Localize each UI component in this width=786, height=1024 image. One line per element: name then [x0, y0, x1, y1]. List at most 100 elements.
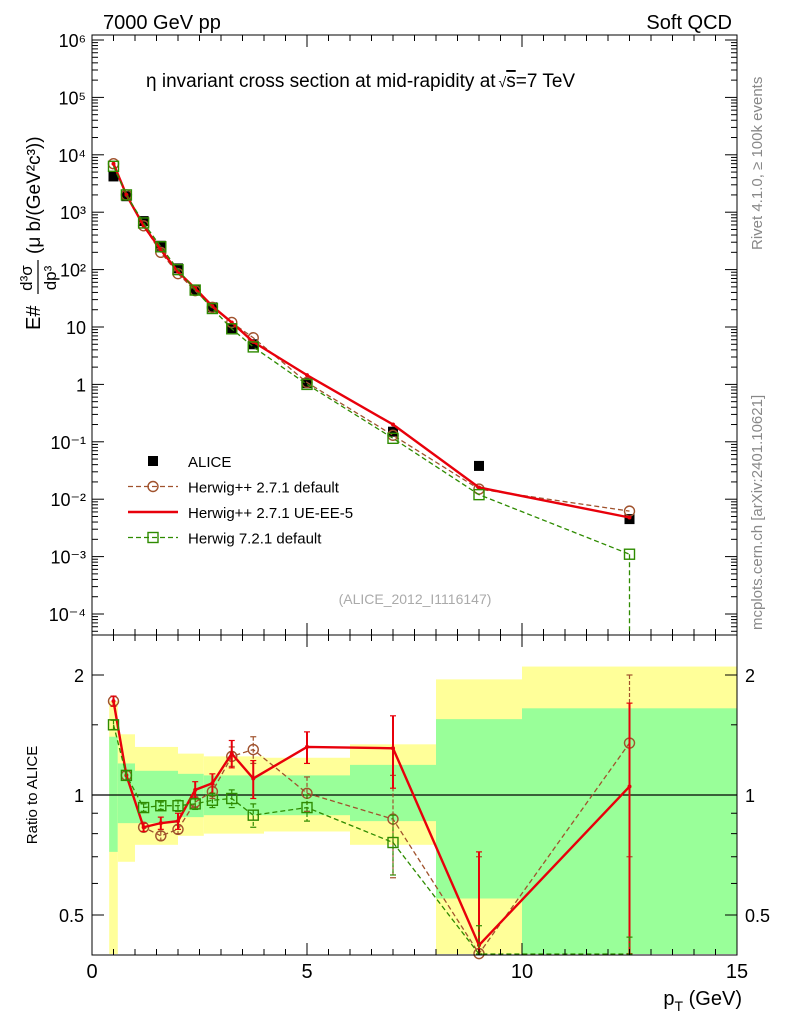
y-label-den: dp³ — [41, 265, 60, 290]
energy-label: 7000 GeV pp — [103, 12, 221, 34]
ratio-series — [107, 674, 636, 960]
ratio-y-tick-label: 1 — [74, 786, 84, 806]
ratio-band-green — [135, 770, 178, 824]
ratio-point — [155, 830, 167, 842]
main-y-tick-label: 10⁵ — [59, 88, 86, 108]
main-line-herwig-7-2-1-default — [112, 166, 630, 555]
ratio-point — [391, 746, 395, 751]
ratio-point — [210, 781, 215, 786]
x-tick-label: 0 — [86, 961, 97, 983]
y-axis-label: E# d³σ dp³ (μ b/(GeV²c³)) — [17, 136, 60, 330]
ratio-panel: 0.5 0.5 1 1 2 2 0 5 10 15 Ratio to ALICE pT (GeV) — [24, 634, 770, 1014]
title-sqrt: √ — [499, 74, 507, 90]
ratio-point — [137, 801, 150, 814]
main-y-tick-label: 10⁻⁴ — [49, 605, 86, 625]
main-series — [107, 157, 636, 635]
main-point — [158, 247, 163, 252]
ratio-point — [627, 784, 632, 789]
ratio-point — [176, 819, 180, 824]
main-point — [301, 378, 313, 391]
main-y-tick-label: 10⁶ — [59, 31, 86, 51]
main-point — [305, 373, 309, 378]
chart-title: η invariant cross section at mid-rapidit… — [146, 71, 575, 92]
title-s: s — [506, 71, 516, 92]
main-y-tick-label: 10³ — [60, 203, 86, 223]
main-y-tick-label: 10⁻³ — [50, 548, 86, 568]
ratio-y-tick-label-right: 2 — [745, 666, 755, 686]
y-label-e: E# — [23, 305, 45, 330]
legend-label: Herwig 7.2.1 default — [188, 531, 322, 548]
ratio-point — [189, 798, 201, 810]
ratio-point — [193, 787, 198, 792]
ratio-point — [120, 769, 133, 782]
title-post: =7 TeV — [516, 71, 576, 92]
x-tick-label: 10 — [511, 961, 533, 983]
ratio-point — [251, 776, 256, 781]
x-tick-label: 5 — [301, 961, 312, 983]
main-y-tick-label: 10 — [66, 318, 86, 338]
main-point — [388, 426, 398, 437]
title-pre: η invariant cross section at mid-rapidit… — [146, 71, 496, 92]
main-point — [623, 548, 636, 560]
main-point — [247, 341, 259, 353]
ratio-point — [301, 801, 313, 814]
ratio-point — [387, 836, 399, 849]
source-label: mcplots.cern.ch [arXiv:2401.10621] — [749, 395, 766, 630]
main-point — [474, 460, 484, 471]
main-point — [248, 339, 259, 350]
ratio-point — [229, 751, 234, 756]
ratio-point — [206, 794, 219, 806]
analysis-watermark: (ALICE_2012_I1116147) — [339, 591, 492, 607]
ratio-y-label: Ratio to ALICE — [24, 746, 41, 844]
ratio-point — [107, 719, 120, 731]
ratio-point — [305, 744, 309, 749]
ratio-point — [247, 743, 259, 756]
main-point — [189, 284, 201, 296]
main-y-ticks: 10⁶ 10⁵ 10⁴ 10³ 10² 10 1 10⁻¹ 10⁻² 10⁻³ 10⁻⁴ — [49, 31, 738, 635]
main-point — [120, 189, 133, 201]
ratio-y-tick-label-right: 1 — [745, 786, 755, 806]
legend-label: ALICE — [188, 454, 231, 471]
legend-marker — [147, 531, 159, 544]
legend-label: Herwig++ 2.7.1 default — [188, 480, 340, 497]
legend-label: Herwig++ 2.7.1 UE-EE-5 — [188, 505, 353, 522]
ratio-ticks: 0.5 0.5 1 1 2 2 0 5 10 15 — [59, 635, 770, 983]
legend-marker — [147, 480, 159, 493]
x-tick-label: 15 — [726, 961, 748, 983]
main-point — [172, 263, 184, 276]
ratio-point — [172, 800, 184, 812]
y-label-num: d³σ — [17, 265, 36, 291]
y-label-unit: (μ b/(GeV²c³)) — [24, 136, 45, 254]
main-point — [391, 422, 395, 427]
ratio-y-tick-label: 2 — [74, 666, 84, 686]
main-point — [473, 488, 485, 501]
ratio-y-tick-label: 0.5 — [59, 906, 84, 926]
rivet-version-label: Rivet 4.1.0, ≥ 100k events — [749, 77, 766, 250]
ratio-point — [158, 821, 163, 826]
main-y-tick-label: 1 — [76, 375, 86, 395]
main-point — [111, 161, 116, 166]
main-point — [137, 217, 150, 229]
main-panel: 10⁶ 10⁵ 10⁴ 10³ 10² 10 1 10⁻¹ 10⁻² 10⁻³ 10⁻⁴ η inv… — [17, 31, 738, 636]
ratio-band-green — [109, 736, 118, 852]
main-point — [387, 432, 399, 445]
legend-marker — [148, 456, 158, 466]
ratio-point — [141, 825, 146, 830]
main-point — [155, 241, 167, 253]
x-axis-label: pT (GeV) — [663, 988, 742, 1014]
main-point — [477, 485, 481, 490]
main-point — [226, 316, 238, 329]
ratio-point — [155, 800, 167, 812]
ratio-y-tick-label-right: 0.5 — [745, 906, 770, 926]
main-y-tick-label: 10⁻¹ — [50, 433, 86, 453]
ratio-point — [111, 699, 116, 704]
main-point — [226, 323, 238, 335]
ratio-point — [247, 809, 259, 821]
main-point — [206, 302, 219, 315]
ratio-point — [226, 792, 238, 805]
main-point — [107, 160, 120, 173]
main-y-tick-label: 10⁴ — [58, 146, 86, 166]
main-point — [108, 171, 119, 182]
main-y-tick-label: 10⁻² — [50, 490, 86, 510]
